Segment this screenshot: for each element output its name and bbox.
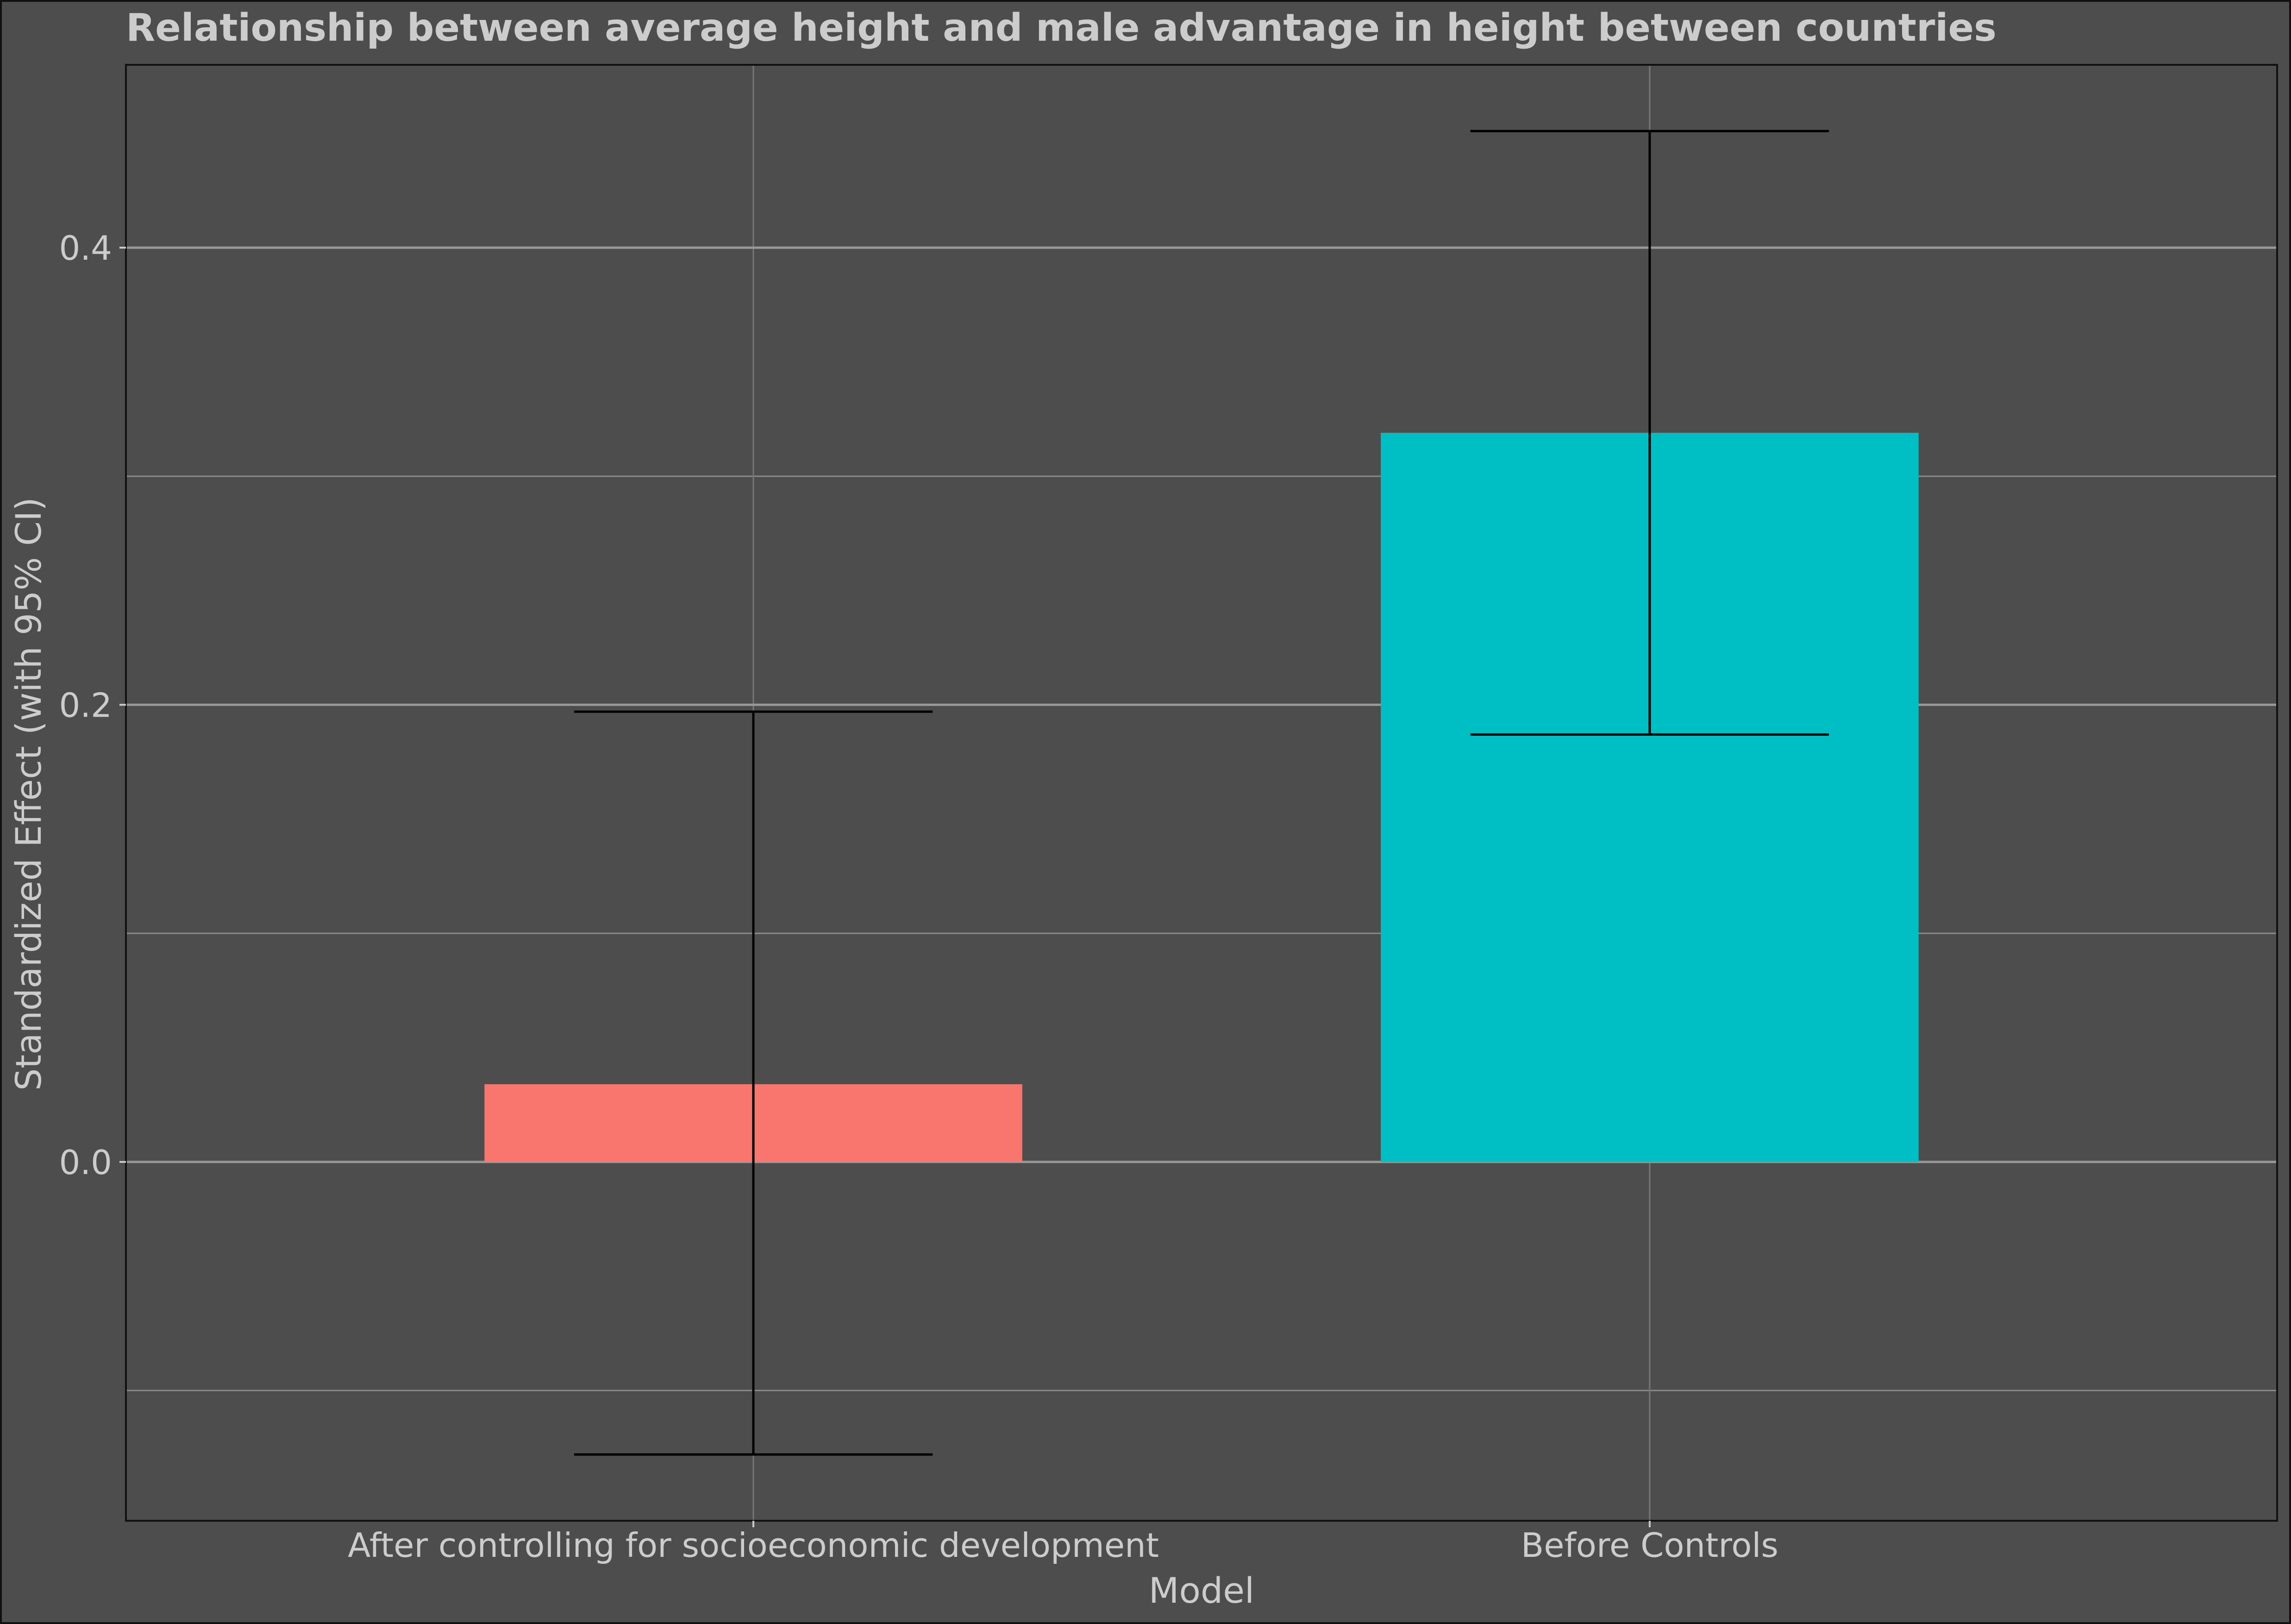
error-bar (1470, 130, 1829, 736)
y-axis-title: Standardized Effect (with 95% CI) (8, 497, 49, 1091)
chart-title: Relationship between average height and … (126, 6, 1997, 50)
y-tick-label: 0.0 (59, 1143, 112, 1182)
x-axis-title: Model (1149, 1570, 1254, 1611)
plot-area: 0.0 0.2 0.4 After controlling for socioecon… (59, 64, 2278, 1565)
error-bar (574, 710, 933, 1456)
y-tick-label: 0.2 (59, 686, 112, 725)
panel-border (125, 64, 2278, 1522)
y-tick-label: 0.4 (59, 229, 112, 268)
x-tick-label: After controlling for socioeconomic deve… (348, 1526, 1159, 1565)
x-tick-label: Before Controls (1521, 1526, 1778, 1565)
